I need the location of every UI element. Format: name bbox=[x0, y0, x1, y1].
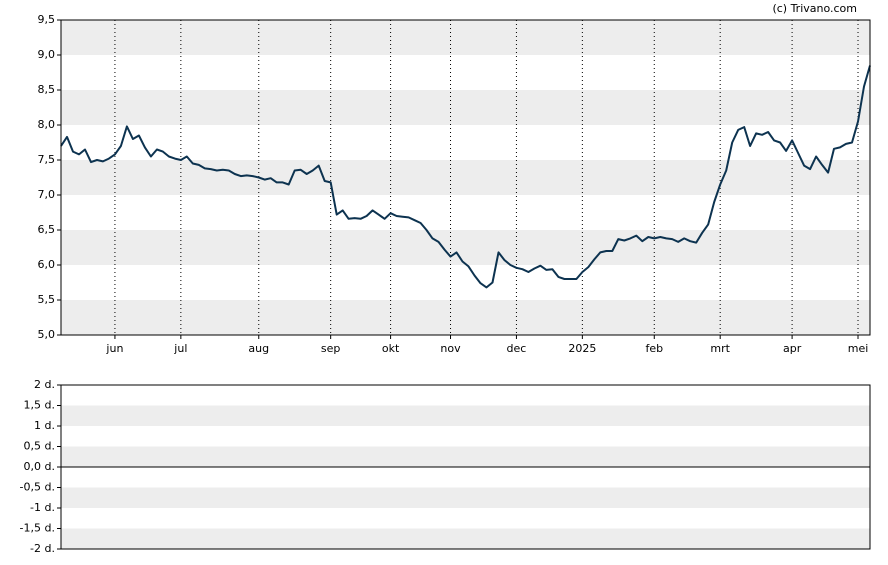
x-tick-label: mei bbox=[848, 342, 869, 355]
y-tick-label: 0,5 d. bbox=[24, 440, 55, 453]
y-tick-label: 0,0 d. bbox=[24, 460, 55, 473]
y-tick-label: 9,0 bbox=[38, 48, 56, 61]
y-tick-label: 6,5 bbox=[38, 223, 56, 236]
x-tick-label: jul bbox=[173, 342, 187, 355]
grid-band bbox=[61, 20, 870, 55]
x-tick-label: okt bbox=[382, 342, 400, 355]
price-line bbox=[60, 65, 871, 289]
y-tick-label: 7,5 bbox=[38, 153, 56, 166]
grid-band bbox=[61, 405, 870, 426]
y-tick-label: 1,5 d. bbox=[24, 399, 55, 412]
plot-frame bbox=[60, 384, 871, 550]
y-tick-label: -2 d. bbox=[30, 542, 55, 555]
y-tick-label: 8,0 bbox=[38, 118, 56, 131]
y-tick-label: -0,5 d. bbox=[20, 481, 55, 494]
plot-frame bbox=[60, 19, 871, 336]
x-tick-label: jun bbox=[105, 342, 123, 355]
y-tick-label: -1,5 d. bbox=[20, 522, 55, 535]
x-tick-label: sep bbox=[321, 342, 340, 355]
grid-band bbox=[61, 160, 870, 195]
y-tick-label: 8,5 bbox=[38, 83, 56, 96]
x-tick-label: nov bbox=[440, 342, 461, 355]
y-tick-label: 2 d. bbox=[34, 378, 55, 391]
grid-band bbox=[61, 90, 870, 125]
x-tick-label: apr bbox=[783, 342, 802, 355]
grid-band bbox=[61, 487, 870, 508]
grid-band bbox=[61, 300, 870, 335]
x-tick-label: aug bbox=[248, 342, 269, 355]
y-tick-label: 5,5 bbox=[38, 293, 56, 306]
grid-band bbox=[61, 230, 870, 265]
y-tick-label: 6,0 bbox=[38, 258, 56, 271]
x-tick-label: dec bbox=[507, 342, 527, 355]
grid-band bbox=[61, 528, 870, 549]
source-credit: (c) Trivano.com bbox=[772, 2, 857, 15]
y-tick-label: 5,0 bbox=[38, 328, 56, 341]
x-tick-label: 2025 bbox=[568, 342, 596, 355]
y-tick-label: 7,0 bbox=[38, 188, 56, 201]
x-tick-label: mrt bbox=[710, 342, 730, 355]
y-tick-label: -1 d. bbox=[30, 501, 55, 514]
y-tick-label: 1 d. bbox=[34, 419, 55, 432]
y-tick-label: 9,5 bbox=[38, 13, 56, 26]
grid-band bbox=[61, 446, 870, 467]
x-tick-label: feb bbox=[645, 342, 663, 355]
